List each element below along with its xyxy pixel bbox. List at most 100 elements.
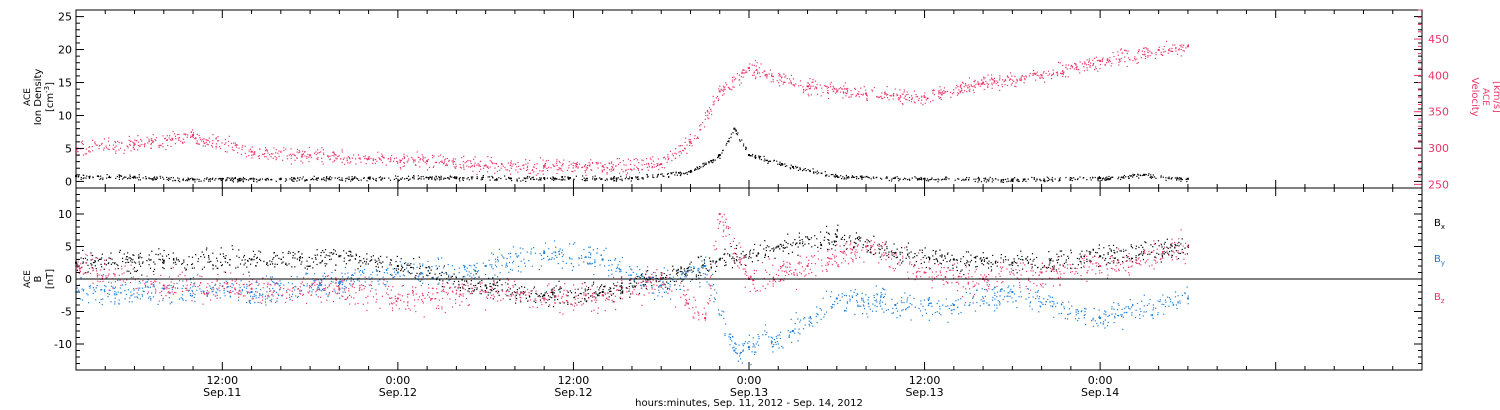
bx-point (1016, 272, 1018, 274)
density-point (815, 171, 817, 173)
by-point (558, 251, 560, 253)
by-point (1186, 286, 1188, 288)
velocity-point (1061, 70, 1063, 73)
bx-point (149, 259, 151, 261)
density-point (773, 159, 775, 161)
by-point (543, 252, 546, 254)
by-point (261, 294, 263, 296)
bx-point (1065, 261, 1067, 263)
density-point (1144, 174, 1146, 176)
bx-point (567, 295, 569, 297)
velocity-point (144, 144, 146, 146)
bx-point (689, 263, 691, 265)
bx-point (249, 263, 252, 265)
bx-point (366, 258, 368, 260)
velocity-point (655, 165, 657, 168)
bx-point (439, 279, 441, 281)
velocity-point (322, 152, 325, 154)
density-point (491, 175, 493, 178)
bx-point (459, 290, 462, 292)
bx-point (724, 264, 726, 267)
by-point (953, 303, 955, 306)
by-point (281, 295, 283, 297)
density-point (561, 179, 563, 181)
velocity-point (130, 150, 132, 152)
velocity-point (691, 145, 693, 147)
velocity-point (234, 142, 237, 144)
density-point (1000, 179, 1002, 181)
bx-point (1026, 259, 1028, 261)
velocity-point (346, 159, 348, 162)
bx-point (425, 266, 427, 269)
by-point (540, 254, 543, 256)
bx-point (132, 259, 134, 261)
bx-point (719, 257, 721, 259)
density-point (527, 177, 529, 179)
by-point (1040, 301, 1042, 303)
velocity-point (451, 160, 453, 162)
density-point (917, 179, 919, 181)
by-point (679, 277, 682, 279)
bx-point (967, 261, 969, 263)
velocity-point (118, 149, 120, 151)
density-point (1125, 176, 1127, 178)
bx-point (733, 260, 735, 262)
bx-point (1142, 246, 1144, 248)
velocity-point (446, 164, 448, 167)
density-point (707, 161, 710, 163)
bx-point (1043, 265, 1046, 267)
velocity-point (192, 133, 195, 136)
bx-point (731, 267, 734, 269)
density-point (1137, 174, 1139, 176)
density-point (462, 179, 464, 182)
density-point (646, 174, 649, 176)
by-point (342, 291, 344, 293)
density-point (229, 179, 231, 181)
by-point (868, 303, 870, 305)
bx-point (934, 263, 936, 265)
by-point (427, 266, 429, 268)
velocity-point (535, 174, 537, 176)
bx-point (1105, 257, 1107, 260)
by-point (1041, 302, 1043, 304)
bx-point (702, 267, 704, 269)
bx-point (545, 302, 547, 304)
by-point (437, 257, 439, 259)
velocity-point (301, 155, 304, 157)
bx-point (1107, 262, 1109, 264)
velocity-point (618, 172, 621, 174)
bx-point (925, 257, 928, 259)
by-point (128, 301, 130, 303)
velocity-point (827, 89, 829, 92)
velocity-point (206, 139, 208, 141)
density-point (1099, 177, 1102, 180)
velocity-point (240, 153, 243, 155)
bx-point (391, 274, 393, 276)
velocity-point (659, 163, 661, 166)
by-point (868, 296, 870, 299)
by-point (491, 266, 493, 268)
density-point (481, 177, 484, 179)
by-point (660, 284, 663, 286)
density-point (296, 180, 298, 182)
density-point (710, 159, 712, 162)
velocity-point (1023, 76, 1025, 78)
bx-point (410, 263, 412, 265)
density-point (905, 178, 907, 180)
density-point (584, 180, 587, 182)
density-point (310, 179, 312, 181)
velocity-point (1124, 56, 1126, 58)
density-point (134, 177, 137, 179)
bx-point (464, 280, 466, 282)
density-point (638, 178, 640, 180)
density-point (192, 178, 195, 181)
by-point (974, 310, 977, 312)
velocity-point (667, 154, 669, 156)
bx-point (1160, 261, 1162, 263)
velocity-point (866, 97, 868, 99)
bx-point (559, 291, 561, 293)
density-point (796, 166, 799, 168)
by-point (250, 291, 253, 293)
velocity-point (1129, 59, 1131, 61)
velocity-point (688, 139, 690, 141)
